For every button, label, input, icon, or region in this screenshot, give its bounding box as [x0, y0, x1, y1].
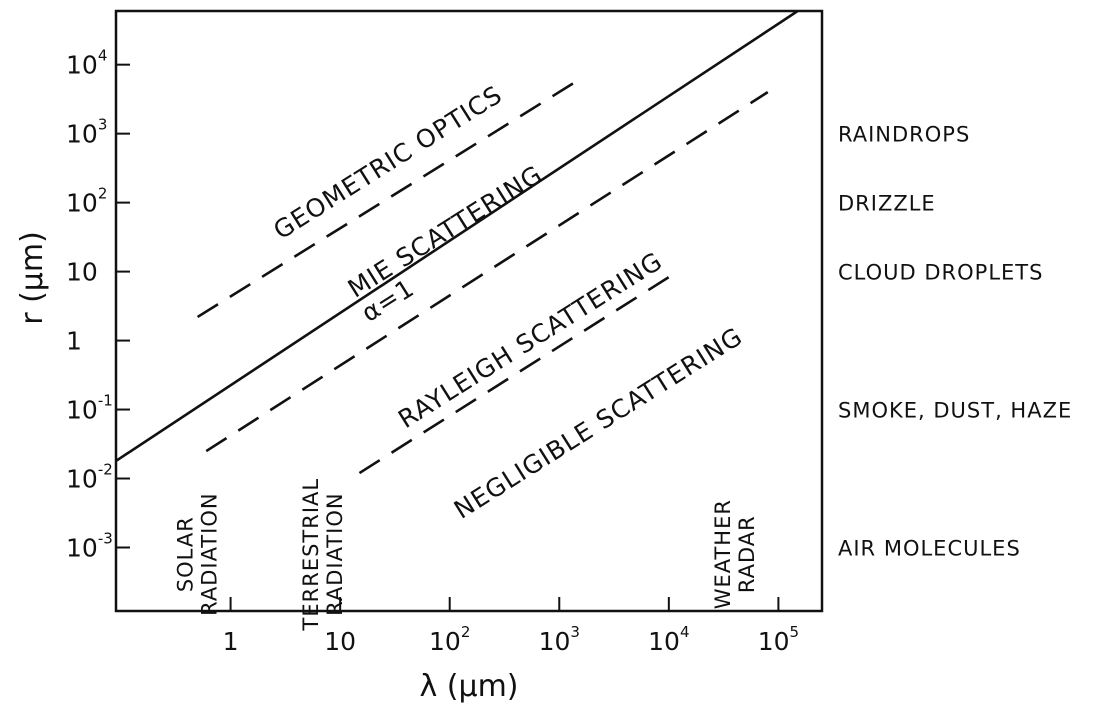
x-tick-label: 103	[539, 623, 580, 656]
x-tick-label: 105	[758, 623, 799, 656]
band-label-line: RADIATION	[323, 492, 347, 615]
particle-label: AIR MOLECULES	[838, 536, 1021, 560]
y-tick-label: 10-1	[66, 392, 113, 425]
regime-boundary-lines	[115, 9, 799, 475]
particle-label: RAINDROPS	[838, 123, 970, 147]
band-label-line: RADAR	[735, 515, 759, 593]
x-tick-label: 1	[223, 627, 239, 656]
y-tick-label: 1	[66, 327, 82, 356]
y-tick-label: 10-2	[66, 461, 113, 494]
band-label: SOLAR RADIATION	[174, 492, 222, 615]
y-axis-ticks: 10-3 10-2 10-1 1 10 102 103 104	[66, 47, 130, 562]
band-label: TERRESTRIAL RADIATION	[299, 478, 347, 632]
plot-frame	[114, 9, 824, 613]
band-label-line: RADIATION	[198, 492, 222, 615]
band-label-line: SOLAR	[174, 516, 198, 592]
band-label-line: WEATHER	[711, 499, 735, 609]
x-axis-label: λ (μm)	[419, 669, 518, 704]
y-tick-label: 104	[66, 47, 107, 80]
band-label: WEATHER RADAR	[711, 499, 759, 609]
y-tick-label: 102	[66, 185, 107, 218]
regime-dashed-line-2	[205, 91, 769, 453]
y-tick-label: 103	[66, 116, 107, 149]
y-tick-label: 10-3	[66, 529, 113, 562]
x-tick-label: 102	[429, 623, 470, 656]
particle-label: DRIZZLE	[838, 192, 936, 216]
x-tick-label: 10	[324, 627, 356, 656]
y-tick-label: 10	[66, 258, 98, 287]
regime-dashed-line-3	[358, 270, 679, 475]
alpha-one-line	[115, 9, 799, 462]
y-axis-label: r (μm)	[15, 231, 50, 325]
particle-label: CLOUD DROPLETS	[838, 261, 1043, 285]
band-label-line: TERRESTRIAL	[299, 478, 323, 632]
particle-label: SMOKE, DUST, HAZE	[838, 399, 1072, 423]
band-labels: SOLAR RADIATION TERRESTRIAL RADIATION WEATHE…	[174, 478, 759, 632]
particle-labels: RAINDROPS DRIZZLE CLOUD DROPLETS SMOKE, DUS…	[838, 123, 1072, 561]
x-tick-label: 104	[648, 623, 689, 656]
